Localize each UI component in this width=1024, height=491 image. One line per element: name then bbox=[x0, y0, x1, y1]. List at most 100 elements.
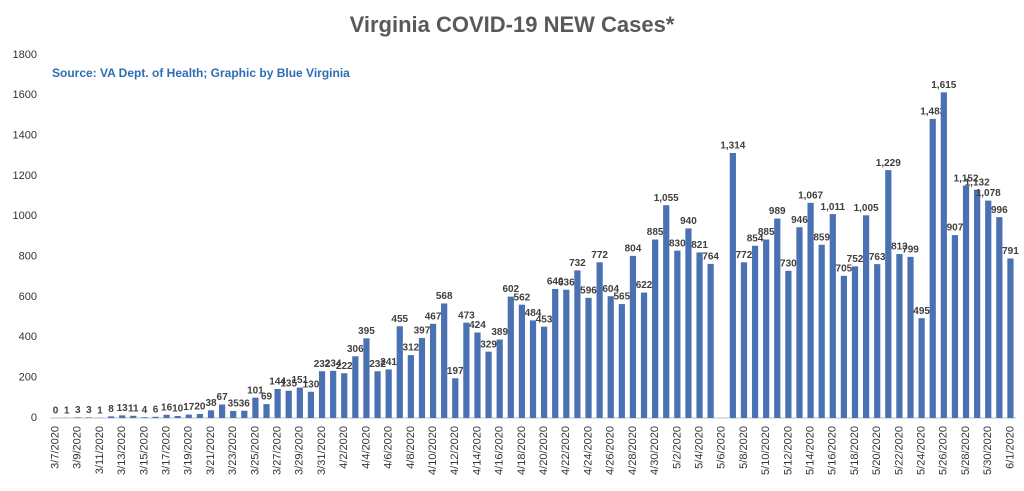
data-label: 596 bbox=[580, 285, 597, 296]
data-label: 1,067 bbox=[798, 190, 823, 201]
data-label: 17 bbox=[183, 402, 195, 413]
data-label: 1,055 bbox=[654, 193, 679, 204]
data-label: 484 bbox=[525, 308, 542, 319]
bar bbox=[252, 397, 259, 418]
data-label: 473 bbox=[458, 310, 475, 321]
data-label: 222 bbox=[336, 361, 353, 372]
bar bbox=[85, 417, 92, 418]
data-label: 1,229 bbox=[876, 158, 901, 169]
x-tick-label: 3/9/2020 bbox=[72, 426, 84, 469]
data-label: 3 bbox=[75, 405, 81, 416]
bar bbox=[285, 390, 292, 418]
bar bbox=[563, 289, 570, 418]
bar bbox=[585, 297, 592, 418]
bar bbox=[996, 217, 1003, 418]
x-tick-label: 5/18/2020 bbox=[849, 426, 861, 475]
data-label: 1 bbox=[97, 405, 103, 416]
bar bbox=[241, 410, 248, 418]
bar bbox=[696, 252, 703, 418]
bar bbox=[962, 185, 970, 418]
x-tick-label: 5/10/2020 bbox=[760, 426, 772, 475]
bar bbox=[707, 263, 714, 418]
bar bbox=[985, 200, 992, 418]
data-label: 234 bbox=[325, 358, 342, 369]
bar bbox=[374, 371, 381, 418]
data-label: 38 bbox=[205, 398, 217, 409]
x-tick-label: 5/16/2020 bbox=[827, 426, 839, 475]
bar bbox=[485, 351, 492, 418]
data-label: 232 bbox=[369, 359, 386, 370]
data-label: 67 bbox=[217, 392, 229, 403]
bar bbox=[363, 338, 370, 418]
x-tick-label: 3/29/2020 bbox=[294, 426, 306, 475]
x-tick-label: 4/10/2020 bbox=[427, 426, 439, 475]
data-label: 130 bbox=[303, 379, 320, 390]
x-tick-label: 4/14/2020 bbox=[471, 426, 483, 475]
bar bbox=[418, 337, 426, 418]
bar bbox=[263, 404, 270, 418]
data-label: 772 bbox=[736, 250, 753, 261]
x-tick-label: 5/6/2020 bbox=[716, 426, 728, 469]
bar bbox=[674, 250, 681, 418]
x-tick-label: 5/24/2020 bbox=[916, 426, 928, 475]
bar bbox=[407, 355, 414, 418]
bar bbox=[74, 417, 81, 418]
data-label: 10 bbox=[172, 404, 184, 415]
x-tick-label: 3/25/2020 bbox=[249, 426, 261, 475]
x-tick-label: 4/12/2020 bbox=[449, 426, 461, 475]
x-tick-label: 5/2/2020 bbox=[671, 426, 683, 469]
bar bbox=[829, 214, 836, 418]
data-label: 1,005 bbox=[854, 203, 879, 214]
data-label: 495 bbox=[913, 306, 930, 317]
bar bbox=[796, 227, 803, 418]
bar bbox=[763, 239, 770, 418]
data-label: 885 bbox=[758, 227, 775, 238]
data-label: 101 bbox=[247, 385, 264, 396]
bar bbox=[174, 415, 181, 418]
data-label: 455 bbox=[391, 314, 408, 325]
bar bbox=[652, 239, 659, 418]
bar bbox=[196, 413, 204, 418]
x-tick-label: 3/31/2020 bbox=[316, 426, 328, 475]
bar bbox=[685, 228, 692, 418]
bar bbox=[107, 416, 115, 418]
y-tick-label: 400 bbox=[19, 331, 37, 343]
data-label: 996 bbox=[991, 205, 1008, 216]
bar bbox=[951, 235, 959, 418]
bar bbox=[185, 414, 192, 418]
x-tick-label: 4/20/2020 bbox=[538, 426, 550, 475]
x-tick-label: 4/28/2020 bbox=[627, 426, 639, 475]
data-label: 604 bbox=[602, 284, 619, 295]
chart-subtitle: Source: VA Dept. of Health; Graphic by B… bbox=[52, 66, 350, 80]
bar bbox=[940, 92, 947, 418]
data-label: 424 bbox=[469, 320, 486, 331]
data-label: 640 bbox=[547, 277, 564, 288]
x-tick-label: 4/26/2020 bbox=[605, 426, 617, 475]
data-label: 772 bbox=[591, 250, 608, 261]
bar bbox=[540, 326, 548, 418]
data-label: 1,078 bbox=[976, 188, 1001, 199]
x-tick-label: 3/7/2020 bbox=[49, 426, 61, 469]
data-label: 1,483 bbox=[920, 107, 945, 118]
bar bbox=[885, 170, 892, 418]
data-label: 854 bbox=[747, 233, 764, 244]
data-label: 1,132 bbox=[965, 177, 990, 188]
bar bbox=[740, 262, 748, 418]
x-tick-label: 5/8/2020 bbox=[738, 426, 750, 469]
data-label: 705 bbox=[836, 263, 853, 274]
data-label: 1,152 bbox=[954, 173, 979, 184]
bar bbox=[130, 415, 137, 418]
x-tick-label: 4/16/2020 bbox=[494, 426, 506, 475]
data-label: 763 bbox=[869, 252, 886, 263]
data-label: 69 bbox=[261, 392, 273, 403]
data-label: 453 bbox=[536, 314, 553, 325]
data-label: 1,011 bbox=[821, 202, 846, 213]
data-label: 241 bbox=[380, 357, 397, 368]
bar bbox=[596, 262, 603, 418]
data-label: 568 bbox=[436, 291, 453, 302]
x-tick-label: 3/15/2020 bbox=[138, 426, 150, 475]
x-tick-label: 4/2/2020 bbox=[338, 426, 350, 469]
bar bbox=[341, 373, 348, 418]
data-label: 732 bbox=[569, 258, 586, 269]
